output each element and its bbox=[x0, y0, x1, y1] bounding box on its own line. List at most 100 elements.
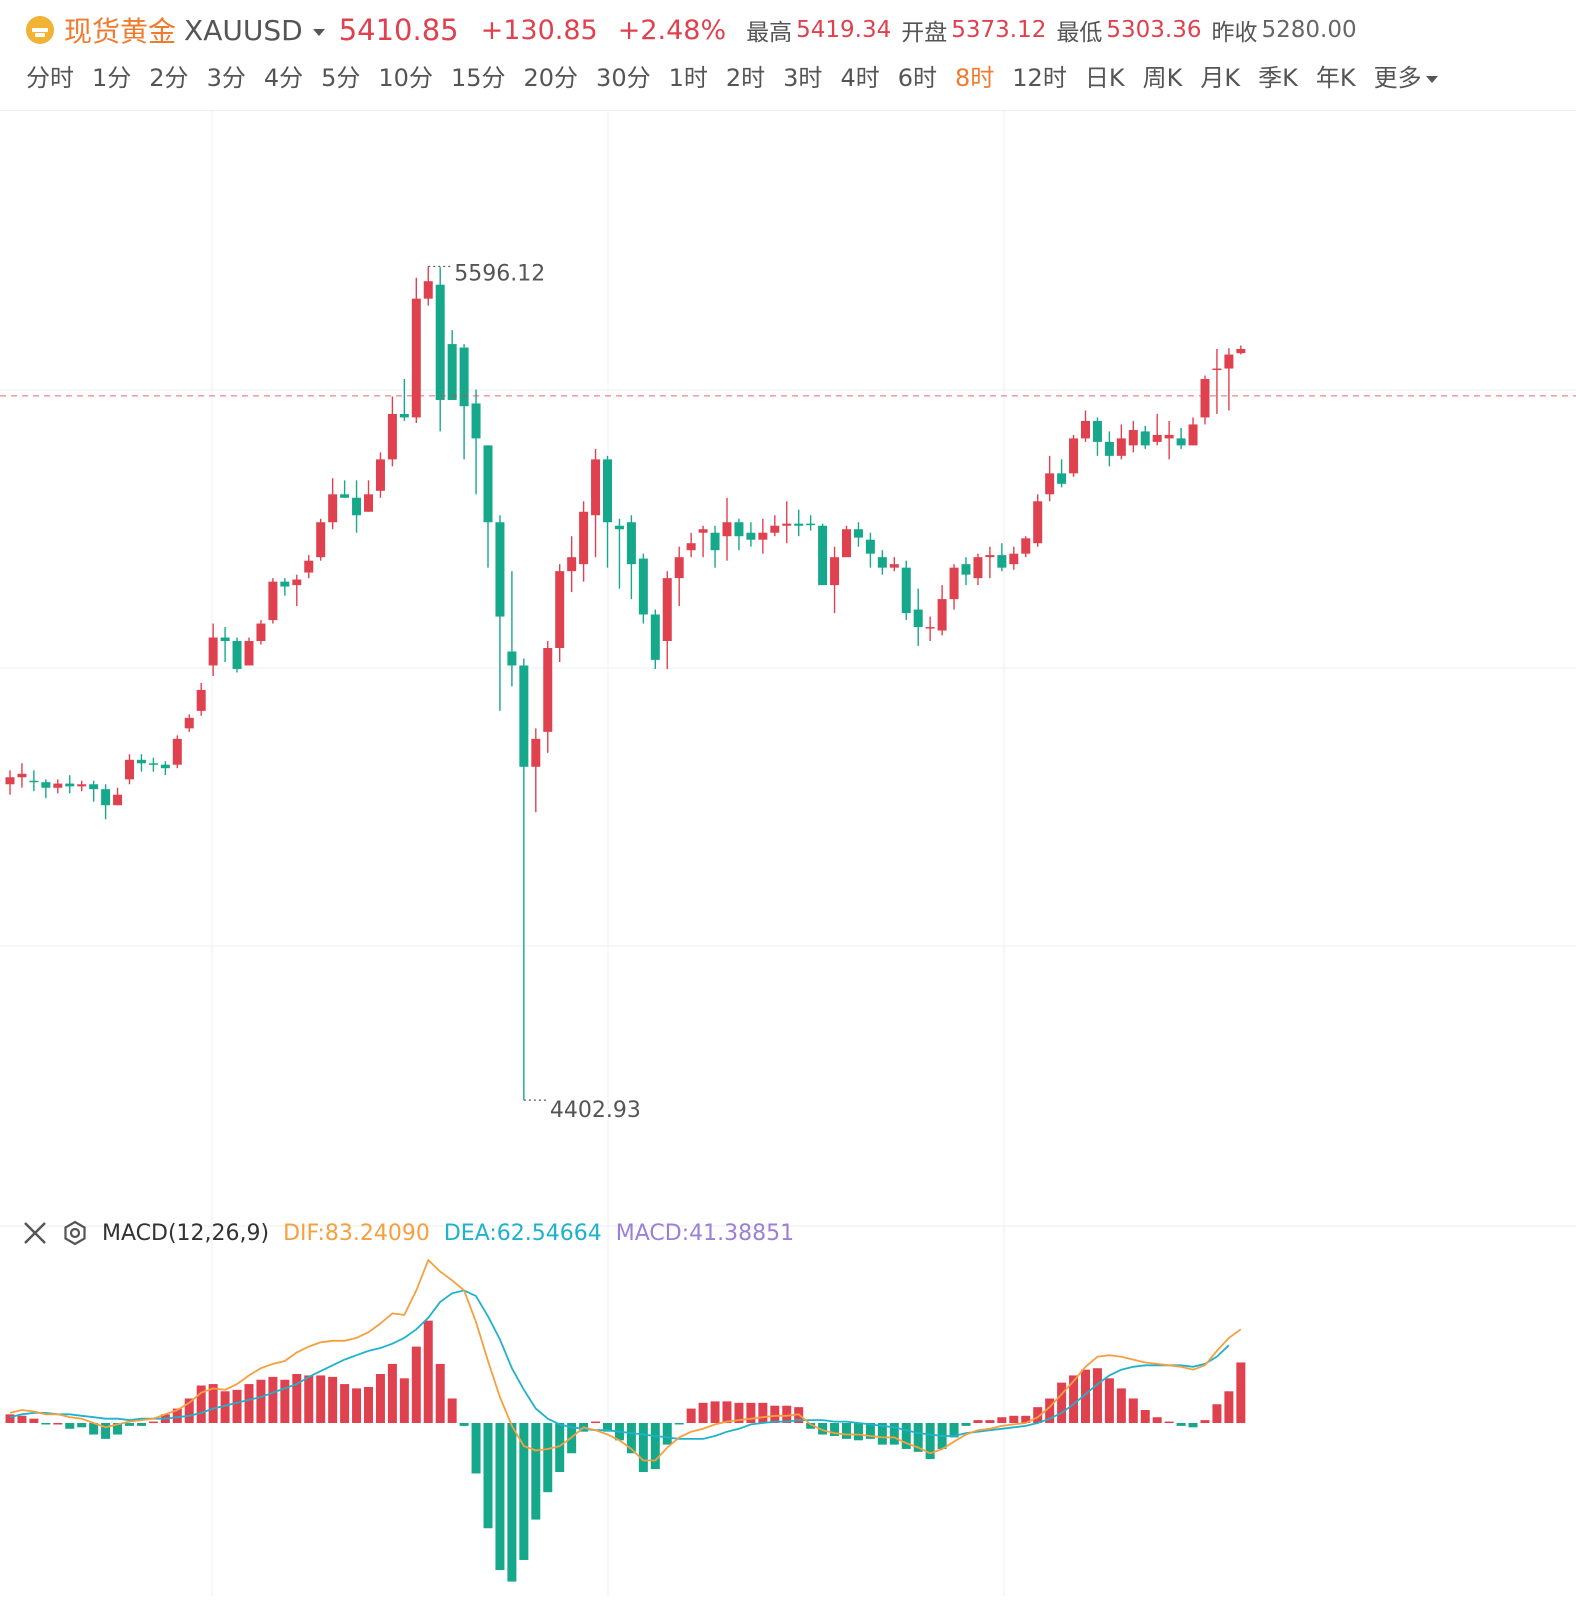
min-price-label: 4402.93 bbox=[550, 1098, 641, 1123]
tab-9[interactable]: 30分 bbox=[596, 64, 651, 92]
chevron-down-icon[interactable] bbox=[312, 28, 325, 36]
candle-body bbox=[686, 543, 696, 551]
tab-18[interactable]: 周K bbox=[1142, 64, 1183, 92]
tab-7[interactable]: 15分 bbox=[450, 64, 506, 92]
candle-body bbox=[674, 557, 684, 579]
macd-dif-value: DIF:83.24090 bbox=[283, 1220, 430, 1246]
macd-bar bbox=[722, 1401, 732, 1423]
tab-3[interactable]: 3分 bbox=[206, 64, 246, 92]
candle-body bbox=[519, 665, 529, 767]
candle-body bbox=[29, 780, 39, 783]
macd-bar bbox=[519, 1423, 529, 1560]
candle-body bbox=[1033, 501, 1043, 544]
settings-icon[interactable] bbox=[62, 1220, 88, 1246]
candle-body bbox=[734, 522, 744, 537]
macd-bar bbox=[148, 1421, 158, 1424]
macd-bar bbox=[889, 1423, 899, 1445]
tab-20[interactable]: 季K bbox=[1258, 64, 1298, 92]
macd-bar bbox=[244, 1384, 254, 1423]
candle-body bbox=[1176, 438, 1186, 446]
candle-body bbox=[543, 648, 553, 732]
macd-bar bbox=[901, 1423, 911, 1449]
macd-header: MACD(12,26,9) DIF:83.24090 DEA:62.54664 … bbox=[22, 1218, 794, 1248]
macd-bar bbox=[925, 1423, 935, 1460]
macd-bar bbox=[1128, 1398, 1138, 1423]
candle-body bbox=[889, 564, 899, 568]
candle-body bbox=[423, 281, 433, 299]
tab-14[interactable]: 6时 bbox=[897, 64, 937, 92]
macd-bar bbox=[304, 1375, 314, 1423]
tab-13[interactable]: 4时 bbox=[840, 64, 880, 92]
dea-line bbox=[9, 1289, 1230, 1440]
macd-bar bbox=[997, 1417, 1007, 1423]
macd-bar bbox=[459, 1423, 469, 1426]
candle-body bbox=[614, 525, 624, 530]
tab-4[interactable]: 4分 bbox=[263, 64, 304, 92]
macd-bar bbox=[877, 1423, 887, 1445]
stat-low-label: 最低 bbox=[1056, 20, 1103, 46]
instrument-name[interactable]: 现货黄金 bbox=[64, 15, 177, 48]
max-price-label: 5596.12 bbox=[454, 261, 545, 286]
candle-body bbox=[662, 578, 672, 642]
candle-body bbox=[925, 627, 935, 629]
tab-0[interactable]: 分时 bbox=[26, 64, 74, 92]
tab-8[interactable]: 20分 bbox=[523, 64, 579, 92]
macd-bar bbox=[328, 1376, 338, 1423]
tab-22[interactable]: 更多 bbox=[1374, 60, 1438, 96]
candle-body bbox=[1081, 420, 1090, 439]
candle-body bbox=[901, 567, 911, 614]
instrument-symbol[interactable]: XAUUSD bbox=[184, 13, 303, 47]
macd-bar bbox=[316, 1375, 326, 1423]
candle-body bbox=[937, 599, 947, 631]
candle-body bbox=[1128, 430, 1138, 446]
tab-21[interactable]: 年K bbox=[1315, 64, 1356, 92]
macd-bar bbox=[53, 1423, 63, 1425]
tab-16[interactable]: 12时 bbox=[1012, 64, 1067, 92]
macd-bar bbox=[184, 1398, 194, 1423]
macd-bar bbox=[1069, 1375, 1079, 1423]
macd-bar bbox=[1200, 1420, 1210, 1423]
tab-5[interactable]: 5分 bbox=[321, 64, 361, 92]
macd-bar bbox=[1081, 1369, 1090, 1423]
close-icon[interactable] bbox=[22, 1220, 48, 1246]
macd-bar bbox=[125, 1423, 134, 1426]
macd-bar bbox=[531, 1423, 541, 1520]
macd-bar bbox=[830, 1423, 840, 1436]
macd-bar bbox=[674, 1423, 684, 1425]
tab-1[interactable]: 1分 bbox=[92, 64, 132, 92]
tab-11[interactable]: 2时 bbox=[725, 64, 766, 92]
tab-19[interactable]: 月K bbox=[1200, 64, 1241, 92]
tab-12[interactable]: 3时 bbox=[783, 64, 823, 92]
stat-prevclose-value: 5280.00 bbox=[1261, 17, 1357, 43]
macd-bar bbox=[1212, 1404, 1222, 1423]
candle-body bbox=[913, 609, 923, 628]
macd-bar bbox=[65, 1423, 75, 1429]
candle-body bbox=[53, 783, 63, 788]
macd-title: MACD(12,26,9) bbox=[102, 1220, 270, 1246]
candle-body bbox=[591, 459, 601, 516]
macd-bar bbox=[818, 1423, 828, 1435]
candle-body bbox=[292, 579, 302, 586]
tab-6[interactable]: 10分 bbox=[378, 64, 433, 92]
tab-15[interactable]: 8时 bbox=[955, 64, 995, 92]
candle-body bbox=[985, 555, 995, 558]
candle-body bbox=[1236, 348, 1246, 354]
tab-10[interactable]: 1时 bbox=[668, 64, 708, 92]
candle-body bbox=[865, 539, 875, 554]
candle-body bbox=[710, 532, 720, 551]
macd-bar bbox=[136, 1423, 146, 1426]
last-price: 5410.85 bbox=[338, 13, 459, 47]
macd-bar bbox=[782, 1405, 792, 1423]
candle-body bbox=[1224, 354, 1234, 369]
tab-2[interactable]: 2分 bbox=[149, 64, 189, 92]
candle-body bbox=[1021, 538, 1031, 554]
macd-bar bbox=[1236, 1362, 1246, 1423]
candle-body bbox=[997, 555, 1007, 568]
macd-bar bbox=[1045, 1398, 1055, 1423]
tab-17[interactable]: 日K bbox=[1084, 64, 1125, 92]
price-change: +130.85 bbox=[480, 14, 598, 46]
candle-body bbox=[1009, 553, 1019, 565]
candle-body bbox=[316, 522, 326, 558]
macd-bar bbox=[423, 1320, 433, 1423]
